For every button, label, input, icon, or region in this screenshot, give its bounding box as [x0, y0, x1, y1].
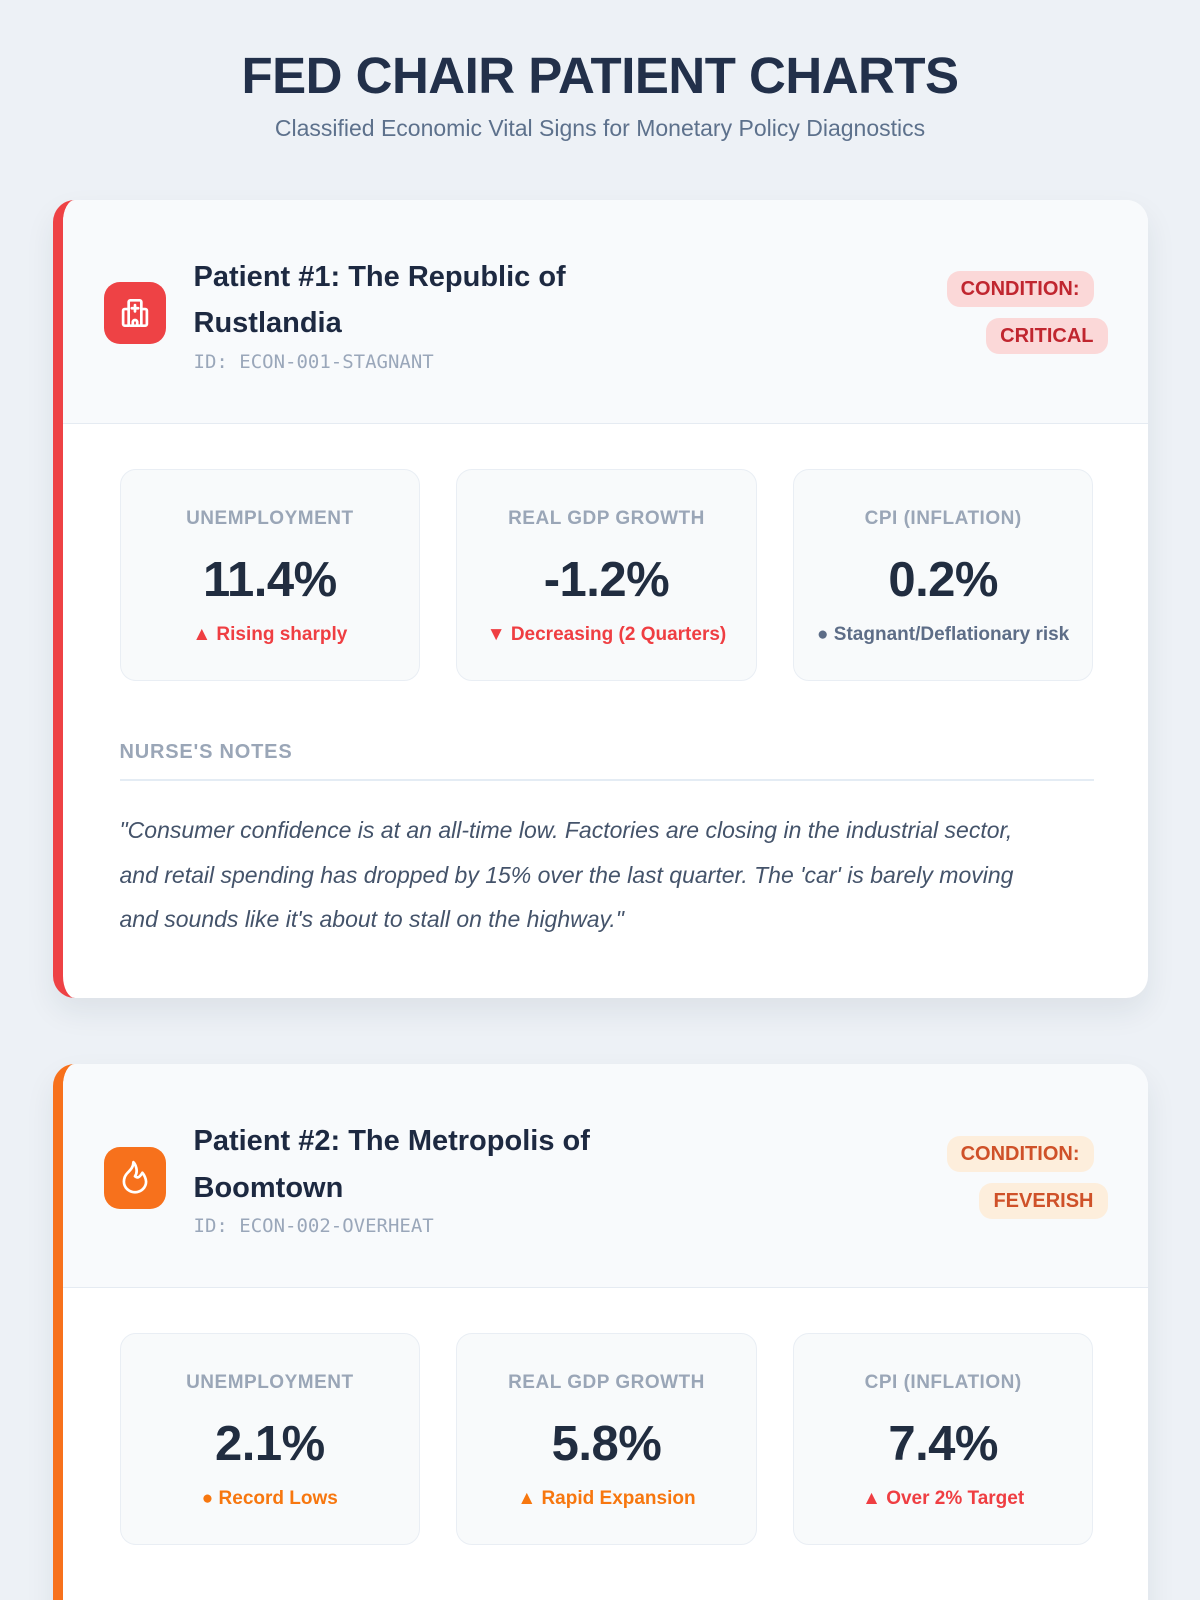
vital-value: 7.4%	[888, 1417, 998, 1472]
nurses-notes-text: "Consumer confidence is at an all-time l…	[119, 816, 1014, 933]
vital-label: UNEMPLOYMENT	[186, 507, 354, 529]
vital-value: 11.4%	[202, 552, 337, 607]
condition-value: CRITICAL	[1000, 325, 1094, 348]
nurses-notes-heading: NURSE'S NOTES	[119, 741, 1094, 781]
vitals-row: UNEMPLOYMENT 2.1% ● Record Lows REAL GDP…	[119, 1333, 1094, 1546]
patient-title-block: Patient #1: The Republic of Rustlandia I…	[194, 254, 918, 373]
vital-value: 5.8%	[551, 1417, 662, 1472]
patient-card-body: UNEMPLOYMENT 2.1% ● Record Lows REAL GDP…	[63, 1288, 1148, 1600]
patient-card-boomtown: Patient #2: The Metropolis of Boomtown I…	[52, 1064, 1148, 1600]
condition-badge: CONDITION: FEVERISH	[918, 1131, 1108, 1225]
patient-name: Patient #2: The Metropolis of Boomtown	[193, 1125, 590, 1204]
patient-card-header: Patient #1: The Republic of Rustlandia I…	[62, 200, 1148, 424]
patient-card-list: Patient #1: The Republic of Rustlandia I…	[52, 200, 1148, 1600]
condition-label: CONDITION:	[960, 1142, 1080, 1165]
condition-value: FEVERISH	[993, 1189, 1094, 1212]
vital-trend: ▲ Over 2% Target	[862, 1488, 1025, 1510]
page-subtitle: Classified Economic Vital Signs for Mone…	[274, 115, 926, 141]
vital-cpi-inflation: CPI (INFLATION) 0.2% ● Stagnant/Deflatio…	[792, 468, 1094, 681]
vital-trend: ● Stagnant/Deflationary risk	[817, 623, 1070, 645]
patient-name: Patient #1: The Republic of Rustlandia	[193, 261, 566, 340]
patient-card-header: Patient #2: The Metropolis of Boomtown I…	[62, 1064, 1148, 1289]
vital-gdp-growth: REAL GDP GROWTH 5.8% ▲ Rapid Expansion	[456, 1333, 757, 1546]
vital-label: REAL GDP GROWTH	[508, 507, 705, 529]
vital-trend: ▲ Rising sharply	[192, 623, 348, 645]
vital-label: CPI (INFLATION)	[864, 1372, 1022, 1394]
page-title: FED CHAIR PATIENT CHARTS	[241, 47, 959, 104]
vital-label: REAL GDP GROWTH	[508, 1372, 705, 1394]
vital-trend: ▼ Decreasing (2 Quarters)	[486, 623, 727, 645]
condition-badge-pill: CONDITION: CRITICAL	[946, 271, 1108, 355]
page-header: FED CHAIR PATIENT CHARTS Classified Econ…	[0, 0, 1200, 142]
hospital-icon	[103, 282, 166, 345]
vital-label: CPI (INFLATION)	[864, 507, 1022, 529]
patient-id: ID: ECON-002-OVERHEAT	[193, 1215, 434, 1238]
flame-icon	[103, 1146, 166, 1209]
vital-value: 0.2%	[888, 552, 998, 607]
vital-unemployment: UNEMPLOYMENT 11.4% ▲ Rising sharply	[119, 468, 421, 681]
condition-badge: CONDITION: CRITICAL	[918, 266, 1108, 360]
vital-trend: ● Record Lows	[201, 1488, 338, 1510]
vital-value: 2.1%	[214, 1417, 325, 1472]
vital-gdp-growth: REAL GDP GROWTH -1.2% ▼ Decreasing (2 Qu…	[456, 468, 757, 681]
patient-title-block: Patient #2: The Metropolis of Boomtown I…	[194, 1118, 918, 1237]
condition-badge-pill: CONDITION: FEVERISH	[946, 1135, 1108, 1219]
vital-cpi-inflation: CPI (INFLATION) 7.4% ▲ Over 2% Target	[792, 1333, 1094, 1546]
vital-value: -1.2%	[543, 552, 670, 607]
condition-label: CONDITION:	[960, 278, 1080, 301]
vital-unemployment: UNEMPLOYMENT 2.1% ● Record Lows	[119, 1333, 421, 1546]
vital-label: UNEMPLOYMENT	[186, 1372, 354, 1394]
vitals-row: UNEMPLOYMENT 11.4% ▲ Rising sharply REAL…	[119, 468, 1094, 681]
vital-trend: ▲ Rapid Expansion	[517, 1488, 696, 1510]
patient-id: ID: ECON-001-STAGNANT	[193, 350, 434, 373]
patient-card-rustlandia: Patient #1: The Republic of Rustlandia I…	[52, 200, 1148, 999]
patient-card-body: UNEMPLOYMENT 11.4% ▲ Rising sharply REAL…	[63, 424, 1148, 999]
